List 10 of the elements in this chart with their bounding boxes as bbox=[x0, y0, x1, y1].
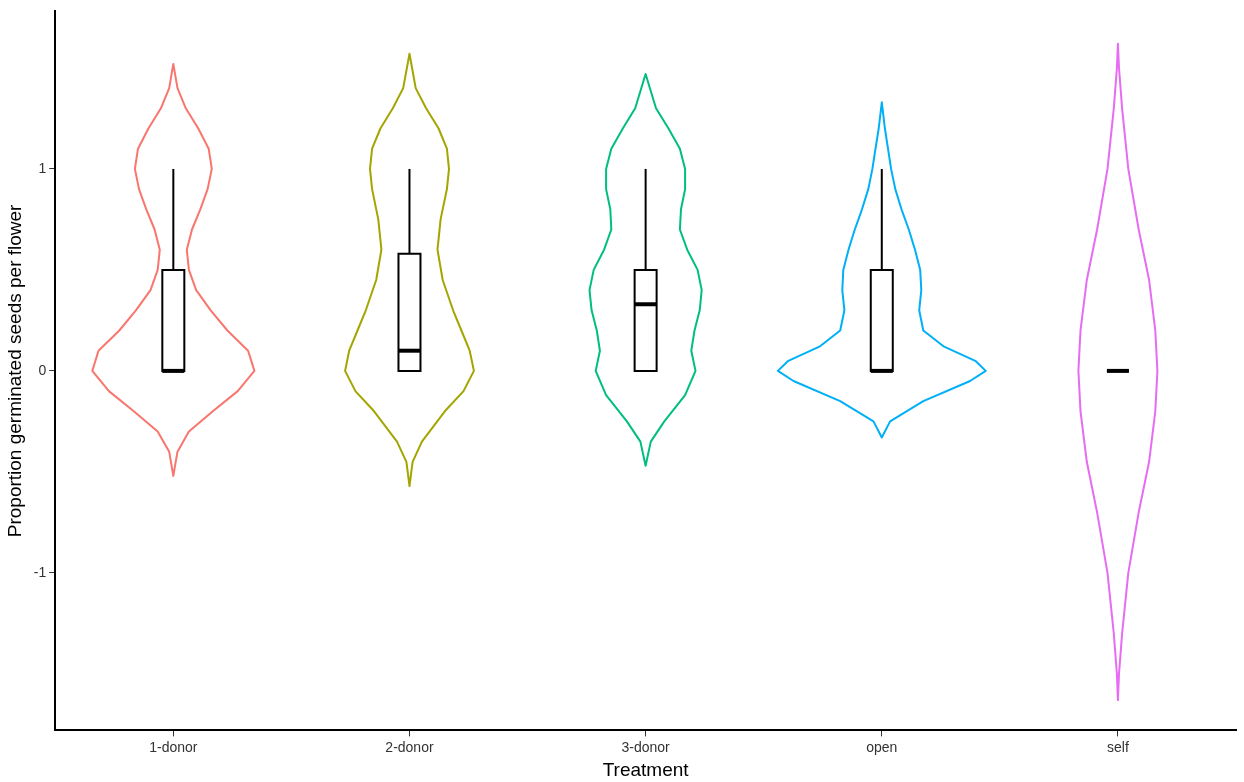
x-tick-label: 1-donor bbox=[149, 738, 198, 755]
x-tick-label: open bbox=[866, 738, 898, 755]
x-tick-label: 3-donor bbox=[621, 738, 671, 755]
y-axis-title: Proportion germinated seeds per flower bbox=[3, 203, 25, 538]
x-tick-label: 2-donor bbox=[385, 738, 434, 755]
x-tick-label: self bbox=[1107, 738, 1129, 755]
y-tick-label: 1 bbox=[38, 159, 47, 176]
y-tick-label: -1 bbox=[33, 563, 47, 580]
y-tick-label: 0 bbox=[38, 361, 47, 378]
x-axis-title: Treatment bbox=[602, 758, 690, 780]
